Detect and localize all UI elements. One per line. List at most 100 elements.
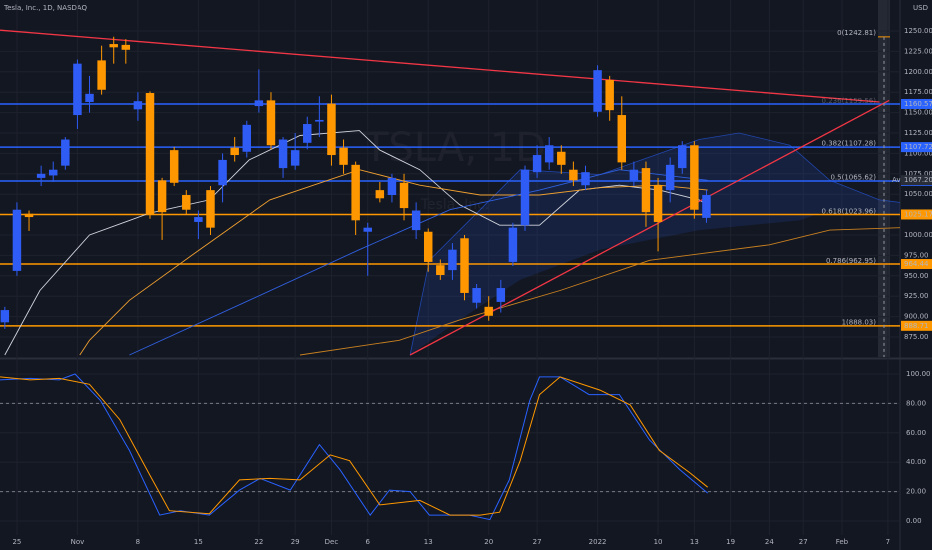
osc-line [0,376,709,516]
x-tick-label: 27 [533,538,542,546]
osc-line [0,373,709,521]
candle-body [653,185,663,222]
price-tag [901,98,932,109]
x-tick-label: 6 [366,538,371,546]
candle-body [665,164,675,191]
y-tick-label: 875.00 [904,333,929,341]
avg-value: 1067.20 [904,176,932,184]
x-tick-label: 27 [799,538,808,546]
y-tick-label: 20.00 [906,488,926,496]
candle-body [97,60,106,90]
indicator-line [79,169,708,356]
y-tick-label: 1125.00 [904,129,932,137]
y-tick-label: 80.00 [906,399,926,407]
fib-label: 0.786(962.95) [826,257,876,265]
y-tick-label: 925.00 [904,292,929,300]
x-tick-label: Nov [71,538,85,546]
candle-body [36,173,46,178]
avg-label: Avg [892,176,905,184]
candle-body [605,79,614,111]
price-tag-label: 1107.72 [904,143,932,151]
candle-body [12,209,22,271]
range-shade [878,0,890,357]
y-tick-label: 100.00 [906,370,931,378]
candle-body [399,182,409,209]
candle-body [194,217,203,222]
x-tick-label: Dec [325,538,339,546]
y-tick-label: 1250.00 [904,27,932,35]
x-tick-label: Feb [836,538,849,546]
candle-body [0,310,10,323]
candle-body [351,164,360,221]
candle-body [520,169,530,226]
x-tick-label: 13 [690,538,699,546]
candle-body [133,101,143,110]
candle-body [436,265,445,275]
trendline [0,29,880,103]
candle-body [641,168,651,213]
candle-body [145,93,155,215]
candle-body [593,70,602,112]
fib-label: 0.5(1065.62) [830,173,876,181]
price-tag [901,320,932,331]
candle-body [278,139,288,169]
candle-body [557,151,566,165]
fib-label: 1(888.03) [842,318,877,326]
x-tick-label: 19 [726,538,735,546]
candle-body [290,150,300,166]
candle-body [303,124,312,143]
candle-body [363,227,372,232]
price-tag [901,142,932,153]
candle-body [448,249,457,271]
price-tag-label: 888.71 [904,322,929,330]
x-tick-label: 25 [12,538,21,546]
candle-body [544,145,554,163]
fib-label: 0.618(1023.96) [822,207,877,215]
y-tick-label: 1200.00 [904,68,932,76]
candle-body [230,147,239,156]
candle-body [121,44,131,50]
price-tag-label: 964.44 [904,260,929,268]
y-tick-label: 1150.00 [904,109,932,117]
candle-body [109,44,118,48]
candle-body [242,124,252,152]
candle-body [629,169,639,181]
candle-body [206,190,215,228]
y-tick-label: 40.00 [906,458,926,466]
candle-body [182,195,191,210]
fib-label: 0.382(1107.28) [822,139,877,147]
candle-body [411,210,421,231]
y-tick-label: 1075.00 [904,170,932,178]
y-tick-label: 1100.00 [904,149,932,157]
candle-body [73,63,82,116]
candle-body [387,177,397,196]
indicator-line [299,227,901,356]
price-tag-label: 1025.17 [904,210,932,218]
x-tick-label: 20 [484,538,493,546]
x-tick-label: 15 [194,538,203,546]
candle-body [569,169,578,181]
y-tick-label: 900.00 [904,313,929,321]
candle-body [327,103,336,156]
x-tick-label: 29 [291,538,300,546]
y-tick-label: 0.00 [906,517,922,525]
price-tag [901,259,932,270]
x-tick-label: 10 [654,538,663,546]
price-tag [901,209,932,220]
indicator-line [4,130,708,356]
y-tick-label: 1225.00 [904,47,932,55]
candle-body [24,213,34,218]
x-tick-label: 13 [424,538,433,546]
x-tick-label: 8 [136,538,140,546]
candle-body [339,147,348,165]
candle-body [169,150,179,183]
y-tick-label: 950.00 [904,272,929,280]
candle-body [484,306,493,316]
x-tick-label: 22 [254,538,263,546]
candle-body [678,145,687,169]
y-tick-label: 975.00 [904,251,929,259]
x-tick-label: 2022 [589,538,607,546]
y-tick-label: 1050.00 [904,190,932,198]
x-tick-label: 7 [886,538,890,546]
